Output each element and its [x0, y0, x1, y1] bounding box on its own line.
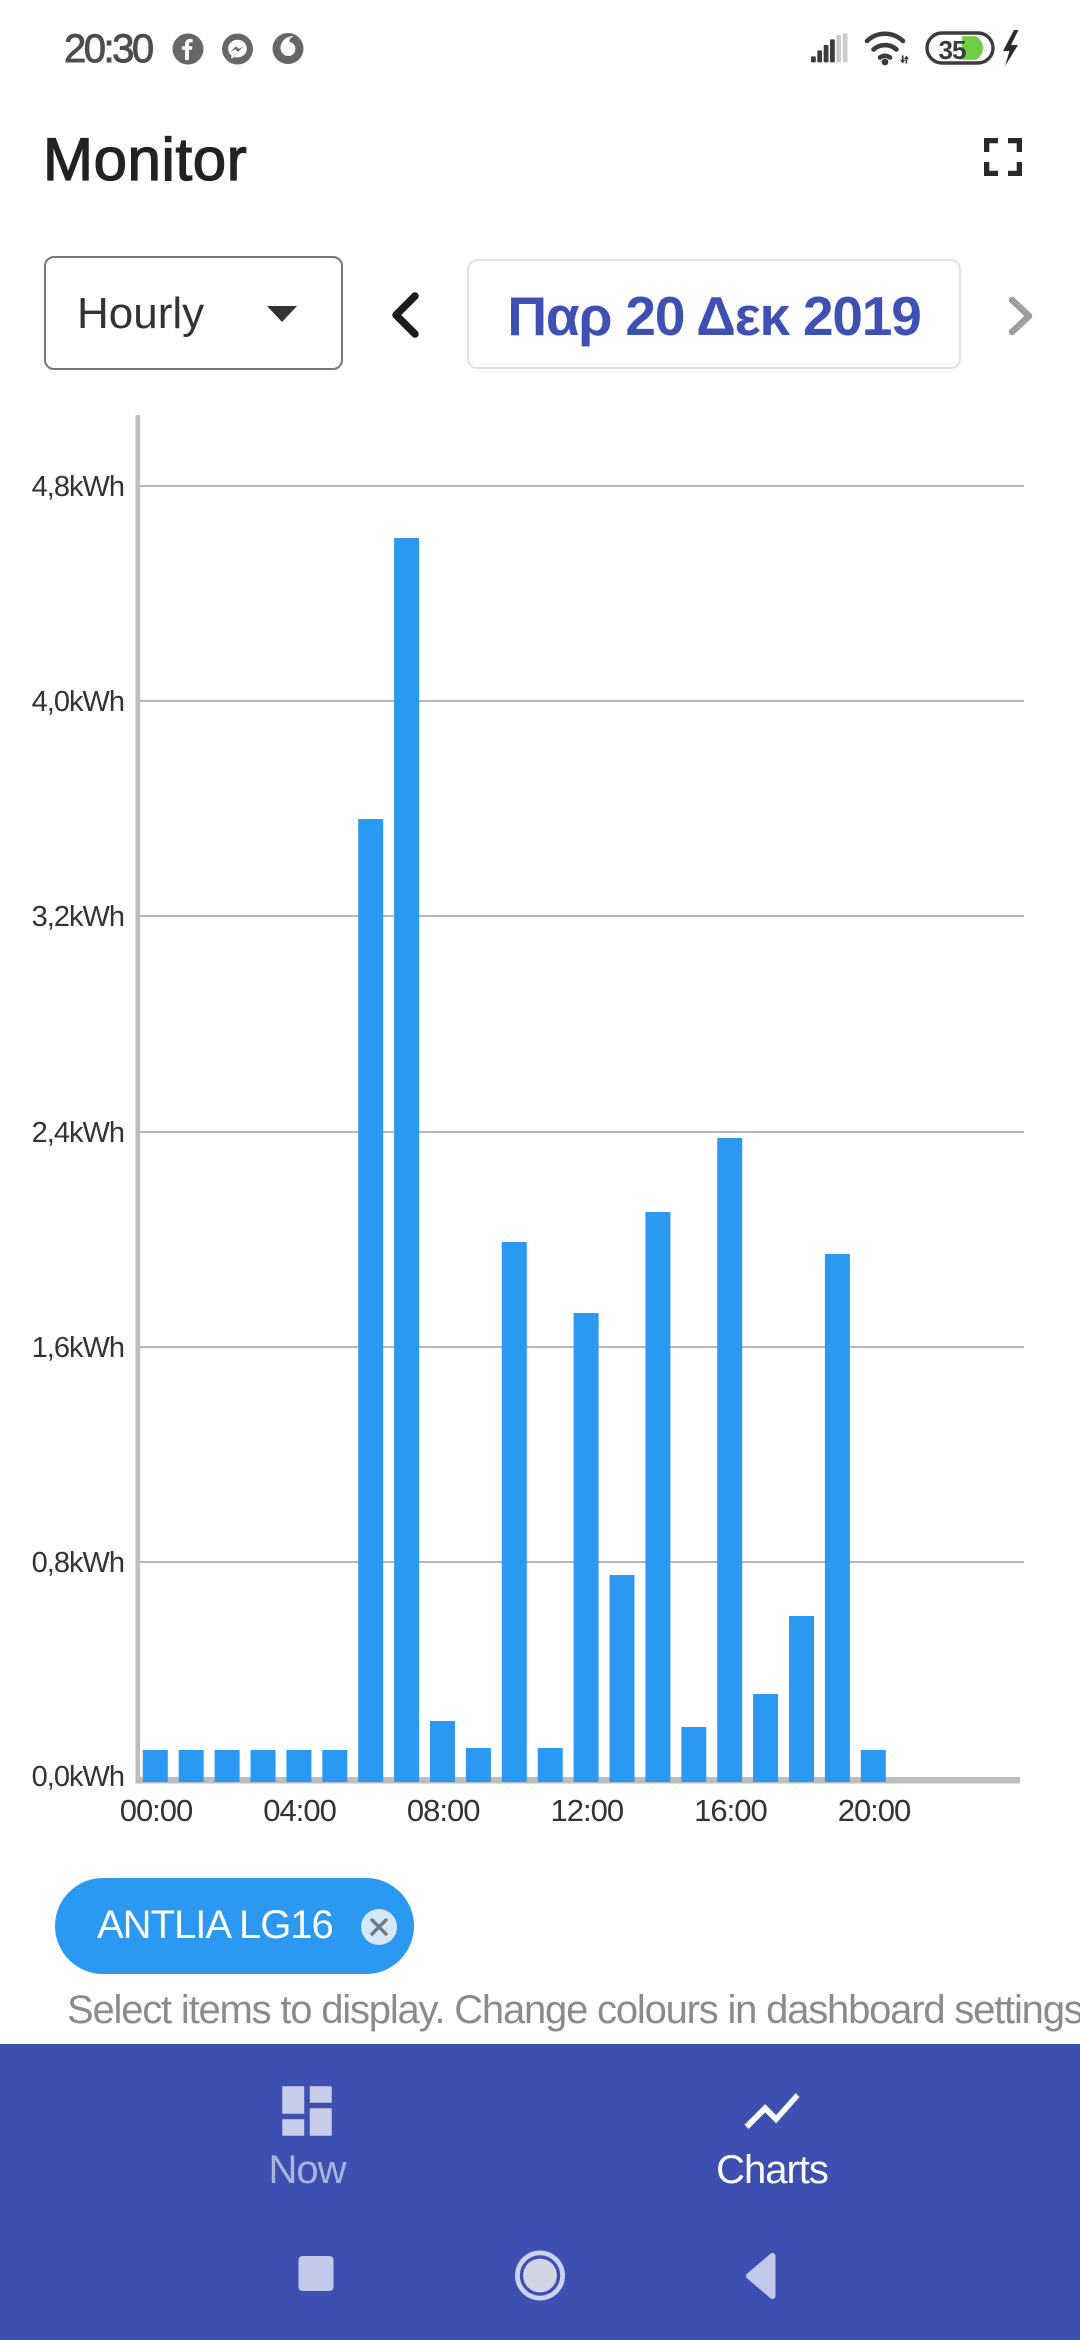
svg-text:0,0kWh: 0,0kWh: [32, 1761, 124, 1793]
svg-text:4,0kWh: 4,0kWh: [32, 686, 124, 718]
svg-text:04:00: 04:00: [263, 1793, 336, 1828]
svg-text:12:00: 12:00: [551, 1793, 624, 1828]
svg-text:20:00: 20:00: [838, 1793, 911, 1828]
svg-text:2,4kWh: 2,4kWh: [32, 1117, 124, 1149]
svg-text:3,2kWh: 3,2kWh: [32, 901, 124, 933]
svg-text:08:00: 08:00: [407, 1793, 480, 1828]
svg-text:35: 35: [939, 35, 966, 65]
svg-text:16:00: 16:00: [694, 1793, 767, 1828]
svg-text:1,6kWh: 1,6kWh: [32, 1332, 124, 1364]
svg-text:00:00: 00:00: [120, 1793, 193, 1828]
svg-text:4,8kWh: 4,8kWh: [32, 471, 124, 503]
svg-text:0,8kWh: 0,8kWh: [32, 1547, 124, 1579]
